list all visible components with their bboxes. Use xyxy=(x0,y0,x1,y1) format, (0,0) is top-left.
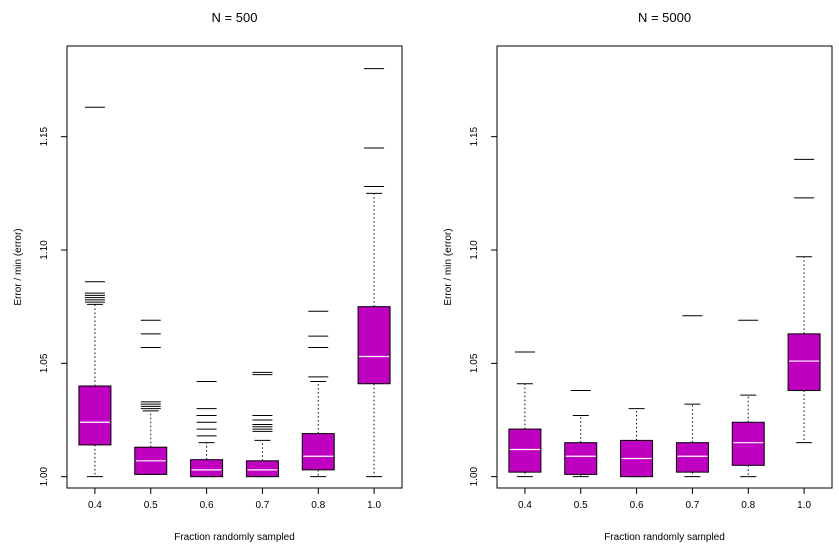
y-tick-label: 1.05 xyxy=(39,353,50,373)
box-rect xyxy=(508,428,542,473)
chart-panel-1: N = 500 1.00 1.05 1.10 1.15 Error / min (erro… xyxy=(13,10,403,543)
y-tick-label: 1.10 xyxy=(39,240,50,260)
x-tick-label: 0.7 xyxy=(255,500,269,511)
x-tick-label: 1.0 xyxy=(797,500,811,511)
box-0.4 xyxy=(508,351,542,478)
box-rect xyxy=(301,433,335,471)
box-rect xyxy=(564,442,598,475)
box-rect xyxy=(78,385,112,446)
y-tick-label: 1.05 xyxy=(469,353,480,373)
y-tick-label: 1.15 xyxy=(469,126,480,146)
plot-frame xyxy=(496,45,833,489)
y-tick-label: 1.10 xyxy=(469,240,480,260)
box-rect xyxy=(675,442,709,473)
box-0.6 xyxy=(620,408,654,478)
y-tick-label: 1.15 xyxy=(39,126,50,146)
chart-title: N = 500 xyxy=(212,10,258,25)
box-rect xyxy=(245,460,279,478)
x-axis-label: Fraction randomly sampled xyxy=(174,532,295,543)
box-0.7 xyxy=(675,315,709,478)
box-0.5 xyxy=(564,390,598,478)
chart-title: N = 5000 xyxy=(638,10,691,25)
x-tick-label: 0.4 xyxy=(518,500,532,511)
x-tick-label: 0.5 xyxy=(574,500,588,511)
box-0.6 xyxy=(190,380,224,478)
y-tick-label: 1.00 xyxy=(39,466,50,486)
x-tick-label: 0.7 xyxy=(685,500,699,511)
x-tick-label: 0.6 xyxy=(200,500,214,511)
plot-frame xyxy=(66,45,403,489)
x-tick-label: 0.6 xyxy=(630,500,644,511)
box-0.4 xyxy=(78,106,112,478)
x-tick-label: 1.0 xyxy=(367,500,381,511)
box-rect xyxy=(731,421,765,466)
x-tick-label: 0.8 xyxy=(311,500,325,511)
box-0.7 xyxy=(245,371,279,478)
box-rect xyxy=(787,333,821,392)
box-rect xyxy=(190,459,224,478)
x-axis-label: Fraction randomly sampled xyxy=(604,532,725,543)
box-0.5 xyxy=(134,319,168,475)
x-tick-label: 0.8 xyxy=(741,500,755,511)
y-tick-label: 1.00 xyxy=(469,466,480,486)
chart-panel-2: N = 5000 1.00 1.05 1.10 1.15 Error / min (err… xyxy=(443,10,833,543)
y-axis-label: Error / min (error) xyxy=(443,228,454,305)
y-axis-label: Error / min (error) xyxy=(13,228,24,305)
box-1.0 xyxy=(357,68,391,478)
x-tick-label: 0.5 xyxy=(144,500,158,511)
box-0.8 xyxy=(731,319,765,478)
box-rect xyxy=(357,306,391,385)
box-1.0 xyxy=(787,158,821,444)
x-tick-label: 0.4 xyxy=(88,500,102,511)
box-0.8 xyxy=(301,310,335,478)
